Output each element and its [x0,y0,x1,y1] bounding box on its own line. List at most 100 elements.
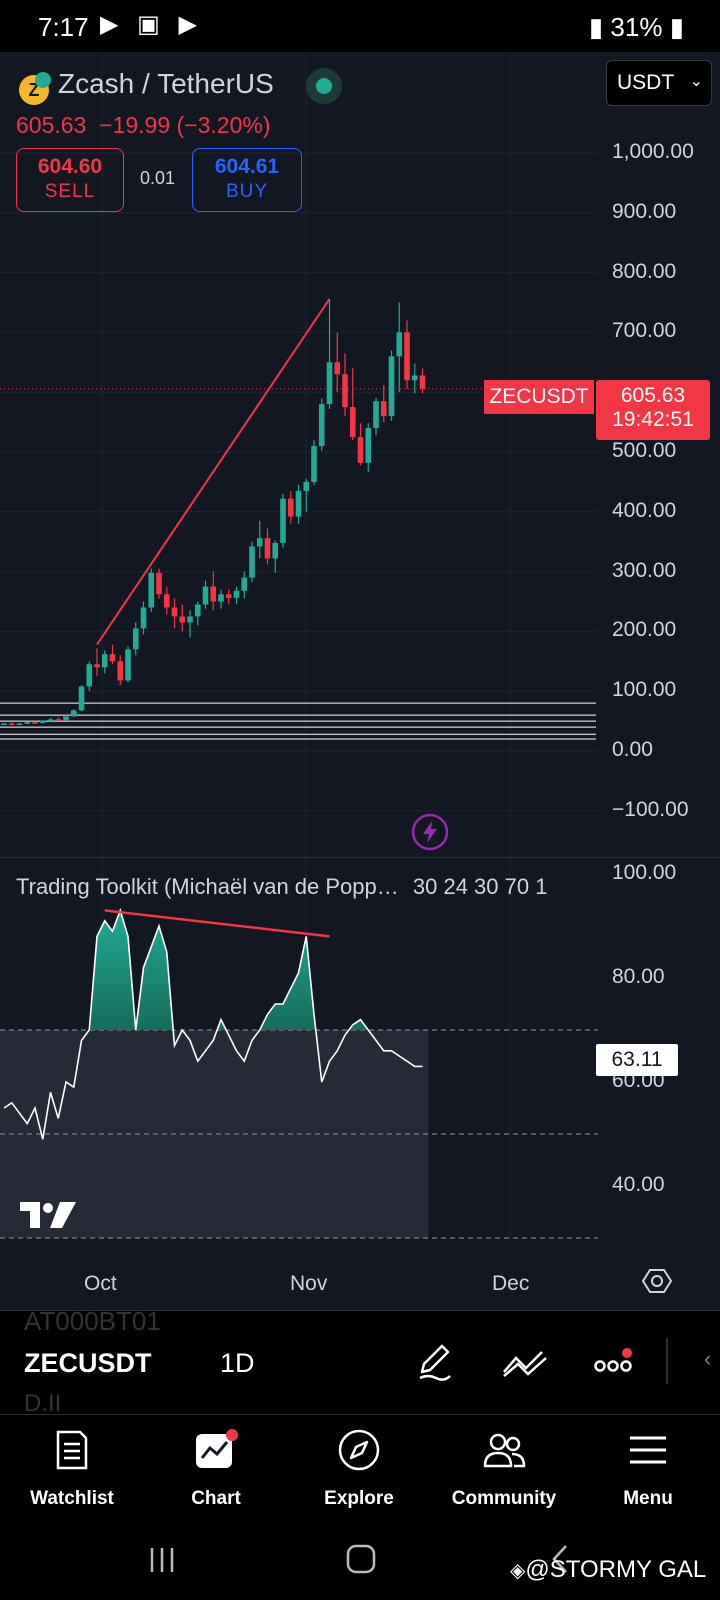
chevron-down-icon: ⌄ [689,73,703,90]
candle-body [179,616,186,623]
buy-label: BUY [225,181,269,202]
candle-body [411,375,418,381]
notification-icons: ▶ ▣ ▶ [100,11,203,38]
more-options-icon[interactable] [594,1348,638,1378]
svg-text:Z: Z [29,80,40,100]
pair-title[interactable]: Zcash / TetherUS [58,68,274,99]
candle-body [380,401,387,417]
recents-icon[interactable] [146,1544,178,1576]
symbol-button[interactable]: ZECUSDT [24,1348,152,1378]
candle-body [388,356,395,417]
zcash-coin-icon: Z [19,72,51,105]
indicator-axis-label: 100.00 [612,861,677,884]
tag-price-value: 605.63 [620,384,686,407]
chart-settings-icon[interactable] [642,1266,672,1296]
candle-body [156,572,162,595]
candle-body [39,720,46,723]
signal-icon: ▮ [588,12,604,42]
battery-percent: 31% [610,12,663,42]
candle-body [249,546,255,578]
compass-icon [338,1429,380,1471]
candle-body [94,664,100,668]
tradingview-logo [20,1202,76,1228]
candle-body [70,710,77,717]
back-icon[interactable] [548,1542,572,1576]
candle-body [202,586,209,605]
candle-body [295,490,302,517]
indicators-icon[interactable] [502,1346,548,1380]
price-change: −19.99 (−3.20%) [99,112,271,138]
sell-button[interactable]: 604.60 SELL [16,148,124,212]
candle-body [264,538,271,559]
nav-menu-label: Menu [623,1488,673,1509]
currency-value: USDT [617,71,675,94]
currency-select[interactable]: USDT ⌄ [606,60,712,106]
candle-body [218,594,224,602]
candle-body [303,481,310,491]
candle-body [78,686,85,711]
ghost-text-top: AT000BT01 [24,1306,161,1336]
drawing-pencil-icon[interactable] [414,1342,454,1382]
buy-price: 604.61 [214,155,280,178]
indicator-title[interactable]: Trading Toolkit (Michaël van de Popp… 30… [16,874,547,900]
candle-body [1,723,7,725]
toolbar-divider [666,1338,668,1384]
time-axis-label: Dec [492,1272,530,1295]
last-price: 605.63 [16,112,87,138]
pane-separator[interactable] [0,857,720,858]
collapse-arrow-icon[interactable]: ‹ [704,1346,712,1371]
price-axis-label: 700.00 [612,319,677,343]
price-axis-label: 0.00 [612,738,653,761]
symbol-price-tag: ZECUSDT [484,380,594,414]
watermark-diamond-icon: ◈ [510,1560,526,1582]
candle-body [187,616,193,623]
candle-body [334,362,341,375]
spread-value: 0.01 [140,168,176,188]
candle-body [55,719,62,721]
interval-button[interactable]: 1D [220,1348,255,1378]
watchlist-icon [56,1430,88,1470]
candle-body [318,404,325,447]
candle-body [342,374,348,408]
candle-body [63,716,69,720]
candle-body [349,407,356,438]
candle-body [109,654,116,662]
candle-body [16,723,23,725]
bottom-navigation [0,1414,720,1535]
trend-line [96,298,331,646]
candle-body [24,722,31,724]
status-right: ▮ 31% ▮ [589,12,684,43]
time-axis-label: Oct [84,1272,117,1295]
indicator-axis-label: 40.00 [612,1173,665,1196]
candle-body [280,498,286,543]
overbought-fill [4,910,423,1030]
divergence-line [104,909,330,938]
market-open-indicator[interactable] [306,68,342,104]
indicator-params: 30 24 30 70 1 [412,874,548,899]
indicator-name: Trading Toolkit (Michaël van de Popp… [16,874,399,899]
candle-body [419,375,426,389]
time-axis-label: Nov [290,1272,328,1295]
last-price-tag: 605.63 19:42:51 [596,380,710,440]
nav-chart-label: Chart [191,1488,241,1509]
last-price-change: 605.63 −19.99 (−3.20%) [16,112,270,139]
candle-body [396,332,403,357]
candle-body [101,654,108,668]
indicator-axis-label: 80.00 [612,965,665,988]
candle-body [8,723,15,725]
lightning-icon[interactable] [410,812,450,852]
candle-body [125,649,131,681]
home-icon[interactable] [344,1542,378,1576]
price-axis-label: 500.00 [612,439,677,462]
candle-body [241,577,248,591]
candle-body [326,362,333,405]
candle-body [47,719,54,721]
buy-button[interactable]: 604.61 BUY [192,148,302,212]
candle-body [357,437,364,463]
candle-body [287,498,294,517]
price-axis-label: 400.00 [612,498,677,522]
price-axis-label: 200.00 [612,618,677,642]
watermark-text: @STORMY GAL [525,1556,707,1583]
price-axis-label: 300.00 [612,558,677,582]
chart-icon [196,1429,238,1468]
